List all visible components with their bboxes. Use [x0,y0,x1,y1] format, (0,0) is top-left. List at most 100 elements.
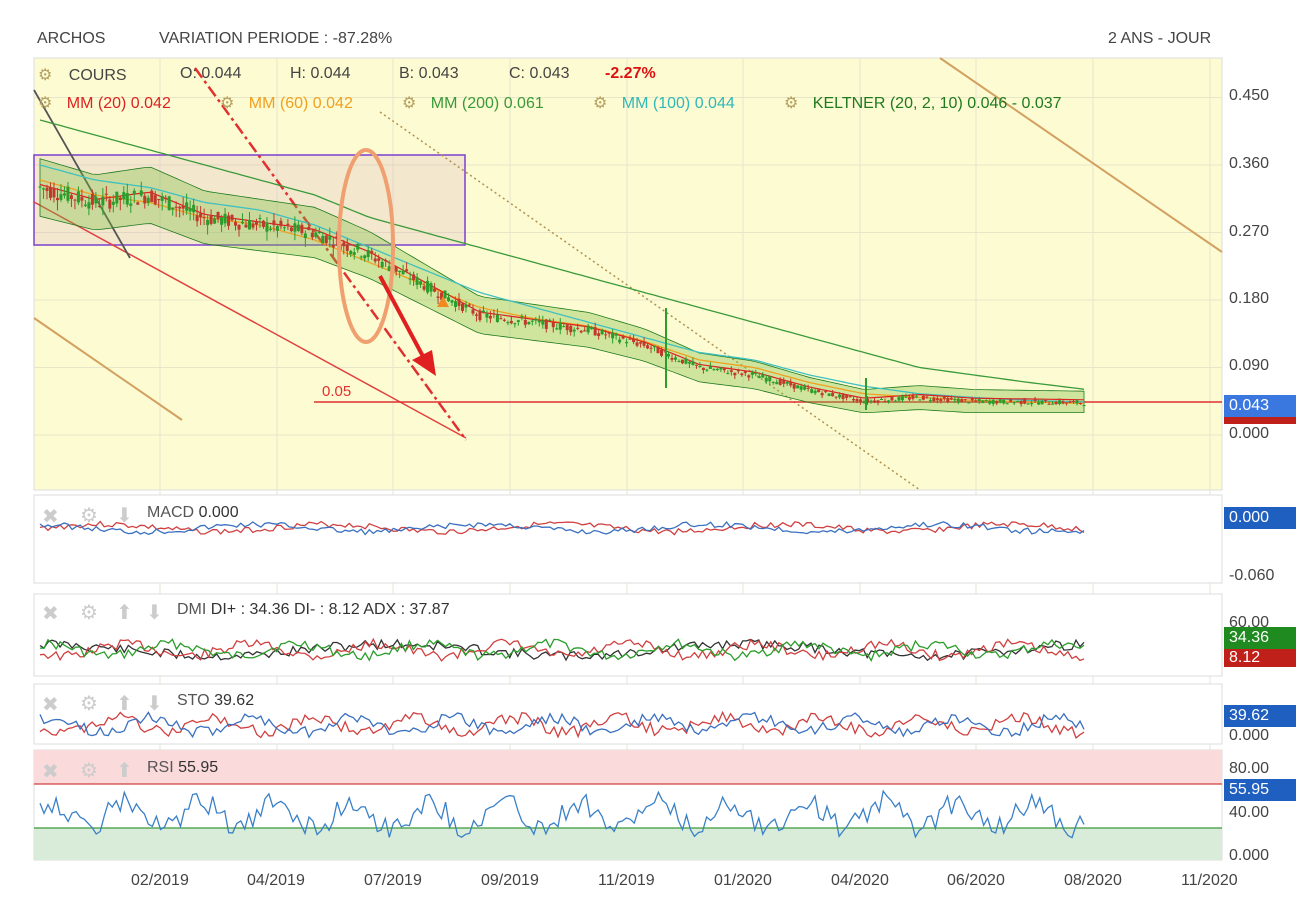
gear-icon[interactable]: ⚙ [38,95,53,112]
gear-icon[interactable]: ⚙ [80,693,98,715]
legend-cours-label: COURS [68,67,127,84]
arrow-up-icon[interactable]: ⬆ [116,760,133,782]
candle-body [321,236,325,244]
candle-body [803,386,807,390]
candle-body [185,202,189,211]
arrow-down-icon[interactable]: ⬇ [116,505,133,527]
candle-body [1019,400,1023,404]
trendline-upper-right [939,57,1223,253]
candle-body [139,190,143,196]
gear-icon[interactable]: ⚙ [784,95,799,112]
candle-body [488,315,492,319]
candle-body [45,187,49,191]
support-label: 0.05 [322,383,351,400]
candle-body [656,346,660,354]
sto-badge: 39.62 [1224,705,1296,727]
candle-body [282,227,286,229]
down-arrow [378,275,436,376]
candle-body [956,398,960,403]
candle-body [202,217,206,219]
candle-body [792,383,796,389]
di-plus-line [39,638,1085,662]
gear-icon[interactable]: ⚙ [593,95,608,112]
candle-body [1051,403,1055,405]
candle-body [900,396,904,401]
gear-icon[interactable]: ⚙ [80,760,98,782]
legend-mm20: ⚙ MM (20) 0.042 [38,95,171,112]
candle-body [764,377,768,382]
candle-body [513,323,517,325]
candle-body [754,372,758,374]
candle-body [457,298,461,306]
candle-body [883,400,887,402]
arrow-up-icon[interactable]: ⬆ [116,602,133,624]
gear-icon[interactable]: ⚙ [80,602,98,624]
x-tick: 04/2019 [247,872,305,889]
close-icon[interactable]: ✖ [42,761,59,783]
close-icon[interactable]: ✖ [42,603,59,625]
candle-body [726,373,730,375]
period-selector[interactable]: 2 ANS - JOUR [1108,30,1212,47]
candle-body [331,244,335,248]
candle-body [136,202,140,205]
candle-body [167,196,171,211]
candle-body [625,341,629,344]
candle-body [715,368,719,371]
candle-body [618,339,622,343]
candle-body [419,281,423,285]
arrow-down-icon[interactable]: ⬇ [146,693,163,715]
candle-body [227,215,231,226]
candle-body [852,399,856,401]
candle-body [789,381,793,386]
gear-icon[interactable]: ⚙ [220,95,235,112]
gear-icon[interactable]: ⚙ [402,95,417,112]
candle-body [708,366,712,369]
macd-signal-line [39,520,1085,536]
candle-body [153,195,157,205]
candle-body [935,398,939,401]
candle-body [279,220,283,227]
candle-body [447,297,451,302]
candle-body [1023,399,1027,404]
ma-line-2 [39,164,1085,403]
x-tick: 02/2019 [131,872,189,889]
candle-body [555,328,559,330]
gear-icon[interactable]: ⚙ [80,505,98,527]
candle-body [995,401,999,404]
close-icon[interactable]: ✖ [42,694,59,716]
candle-body [502,319,506,321]
candle-body [827,393,831,396]
candle-body [303,233,307,239]
candle-body [366,250,370,257]
candle-body [1054,401,1058,405]
candle-body [799,386,803,390]
candle-body [471,309,475,314]
candle-body [761,374,765,378]
candle-body [314,232,318,237]
close-icon[interactable]: ✖ [42,506,59,528]
dmi-plus-badge: 34.36 [1224,627,1296,649]
candle-body [213,218,217,224]
candle-body [1061,401,1065,404]
price-tick: 0.090 [1229,357,1270,374]
dmi-minus-badge: 8.12 [1224,649,1296,667]
di-minus-line [39,637,1085,662]
candle-body [220,217,224,225]
arrow-up-icon[interactable]: ⬆ [116,693,133,715]
candle-body [771,381,775,383]
arrow-down-icon[interactable]: ⬇ [146,602,163,624]
candle-body [509,320,513,324]
candle-body [359,256,363,258]
candle-body [373,258,377,262]
price-tick: 0.450 [1229,87,1270,104]
candle-body [157,198,161,201]
legend-keltner: ⚙ KELTNER (20, 2, 10) 0.046 - 0.037 [784,95,1062,112]
candle-body [590,327,594,330]
candle-body [1037,402,1041,405]
sto-fast-line [39,711,1085,739]
candle-body [586,325,590,333]
candle-body [1030,403,1034,405]
gear-icon[interactable]: ⚙ [38,67,53,84]
candle-body [317,231,321,234]
